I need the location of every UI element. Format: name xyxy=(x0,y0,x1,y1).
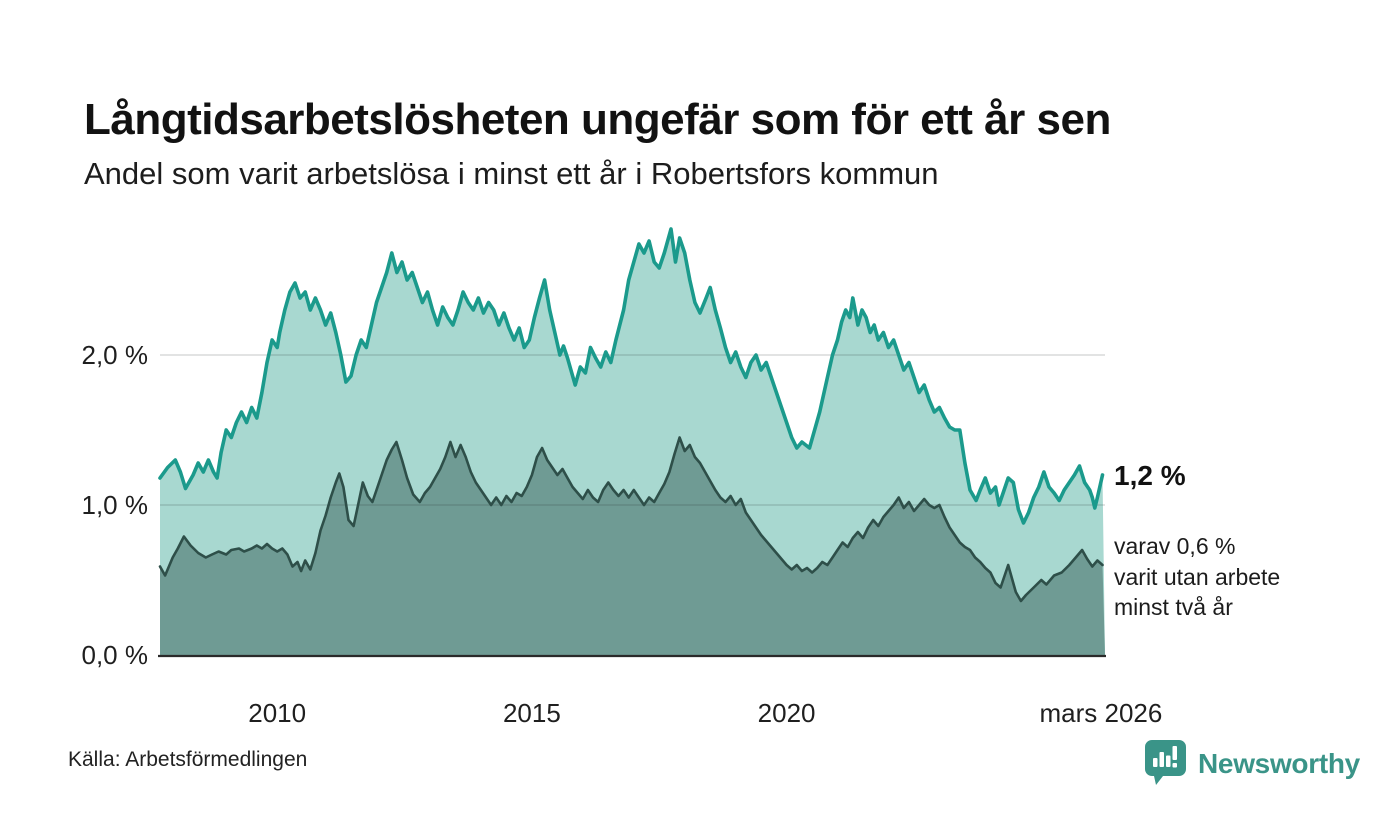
secondary-annotation-line: minst två år xyxy=(1114,594,1233,621)
y-tick-label: 2,0 % xyxy=(82,340,149,370)
x-tick-label: mars 2026 xyxy=(1040,698,1163,728)
series-line-long-term-1yr xyxy=(158,227,1105,525)
latest-value-annotation: 1,2 % xyxy=(1114,460,1186,491)
y-tick-label: 1,0 % xyxy=(82,490,149,520)
x-tick-label: 2020 xyxy=(758,698,816,728)
newsworthy-logo-icon xyxy=(1145,740,1186,785)
secondary-annotation-line: varav 0,6 % xyxy=(1114,533,1236,559)
x-tick-label: 2010 xyxy=(248,698,306,728)
newsworthy-wordmark: Newsworthy xyxy=(1198,748,1360,779)
page-title: Långtidsarbetslösheten ungefär som för e… xyxy=(84,95,1111,145)
secondary-annotation-line: varit utan arbete xyxy=(1114,563,1281,590)
newsworthy-brand: Newsworthy xyxy=(1145,740,1360,788)
series-line-long-term-2yr xyxy=(158,436,1104,603)
source-attribution: Källa: Arbetsförmedlingen xyxy=(68,748,308,771)
x-tick-label: 2015 xyxy=(503,698,561,728)
secondary-value-annotation: varav 0,6 % varit utan arbete minst två … xyxy=(1114,531,1344,623)
series-area-long-term-2yr xyxy=(160,437,1105,655)
y-tick-label: 0,0 % xyxy=(82,640,149,670)
chart-subtitle: Andel som varit arbetslösa i minst ett å… xyxy=(84,156,939,191)
